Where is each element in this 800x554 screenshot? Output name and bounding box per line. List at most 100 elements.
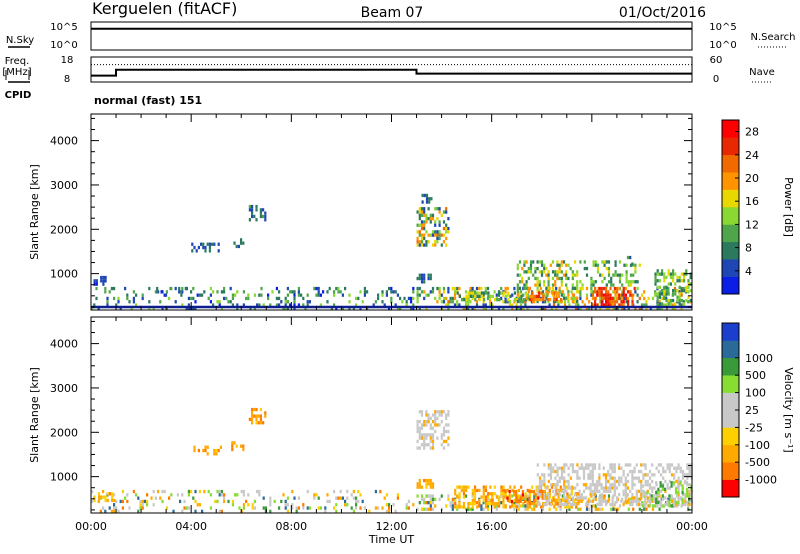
velocity-cell (644, 483, 647, 487)
power-cell (471, 286, 474, 291)
power-cell (293, 306, 296, 310)
power-cell (529, 260, 533, 264)
power-cell (576, 296, 579, 300)
power-cell (445, 226, 448, 231)
power-cell (529, 298, 532, 302)
velocity-cell (681, 500, 684, 505)
power-cell (418, 230, 421, 234)
velocity-cell (673, 499, 676, 503)
velocity-cell (563, 463, 566, 467)
velocity-cell (631, 479, 634, 484)
velocity-cell (456, 505, 459, 509)
power-cell (385, 290, 388, 294)
velocity-cell (471, 488, 474, 493)
velocity-cell (524, 495, 527, 499)
velocity-cell (429, 504, 432, 508)
power-cell (621, 283, 624, 287)
power-cell (306, 303, 309, 307)
power-cell (95, 296, 98, 301)
power-cell (524, 291, 527, 295)
velocity-cell (515, 505, 518, 509)
power-cell (629, 255, 632, 260)
power-cell (427, 293, 430, 297)
velocity-cell (668, 504, 671, 508)
power-cell (458, 294, 461, 298)
velocity-cell (431, 446, 435, 450)
velocity-cell (431, 482, 435, 486)
power-cell (549, 263, 552, 267)
power-cell (102, 279, 105, 283)
velocity-cell (674, 500, 678, 505)
velocity-cell (569, 476, 572, 480)
power-cell (493, 290, 496, 294)
power-cell (427, 233, 430, 237)
power-cell (612, 306, 615, 310)
velocity-cell (135, 493, 138, 497)
power-cell (513, 291, 516, 295)
power-cell (348, 300, 351, 304)
velocity-cell (604, 483, 608, 487)
power-cell (523, 286, 526, 290)
power-cell (420, 240, 424, 244)
velocity-cell (423, 507, 426, 511)
velocity-cell (666, 483, 669, 487)
velocity-cell (532, 489, 535, 494)
velocity-cell (429, 426, 432, 430)
power-cell (119, 306, 122, 310)
power-cell (607, 290, 610, 294)
velocity-cell (530, 507, 534, 511)
power-cell (529, 266, 533, 271)
power-cell (629, 280, 633, 284)
power-cell (431, 233, 435, 237)
velocity-cell (521, 496, 524, 500)
velocity-cell (473, 488, 477, 493)
velocity-cell (565, 479, 568, 484)
power-cell (423, 296, 426, 301)
velocity-cell (538, 502, 542, 507)
velocity-cell (587, 476, 590, 480)
velocity-cell (137, 496, 140, 500)
power-cell (317, 290, 320, 294)
velocity-cell (560, 473, 564, 477)
velocity-cell (538, 493, 542, 497)
power-cell (685, 269, 688, 273)
power-cell (590, 283, 593, 287)
velocity-cell (377, 506, 380, 510)
power-cell (410, 306, 413, 310)
power-cell (546, 293, 549, 297)
power-cell (442, 233, 446, 237)
velocity-cell (681, 484, 684, 488)
velocity-cell (642, 473, 645, 477)
power-cell (560, 270, 563, 274)
power-cell (423, 213, 426, 217)
power-cell (598, 293, 601, 297)
velocity-cell (478, 502, 481, 506)
power-cell (192, 306, 195, 310)
power-cell (522, 286, 525, 291)
velocity-cell (447, 410, 450, 414)
power-cell (645, 303, 648, 307)
power-cell (429, 217, 432, 221)
power-cell (184, 286, 187, 291)
power-cell (495, 293, 498, 297)
velocity-cell (567, 483, 570, 487)
velocity-cell (335, 509, 338, 513)
power-cell (607, 306, 611, 310)
velocity-cell (111, 495, 114, 499)
velocity-cell (591, 466, 594, 470)
velocity-colorbar-label: -100 (745, 439, 770, 452)
power-cell (302, 303, 305, 307)
velocity-cell (511, 494, 514, 498)
velocity-cell (592, 504, 595, 508)
velocity-cell (644, 491, 647, 495)
power-cell (605, 306, 608, 310)
power-cell (100, 279, 103, 283)
velocity-cell (651, 499, 654, 503)
velocity-cell (591, 463, 594, 467)
velocity-cell (139, 499, 142, 504)
velocity-cell (429, 433, 432, 437)
power-cell (667, 298, 670, 303)
velocity-cell (677, 479, 680, 484)
power-cell (102, 282, 105, 286)
power-cell (168, 296, 171, 301)
